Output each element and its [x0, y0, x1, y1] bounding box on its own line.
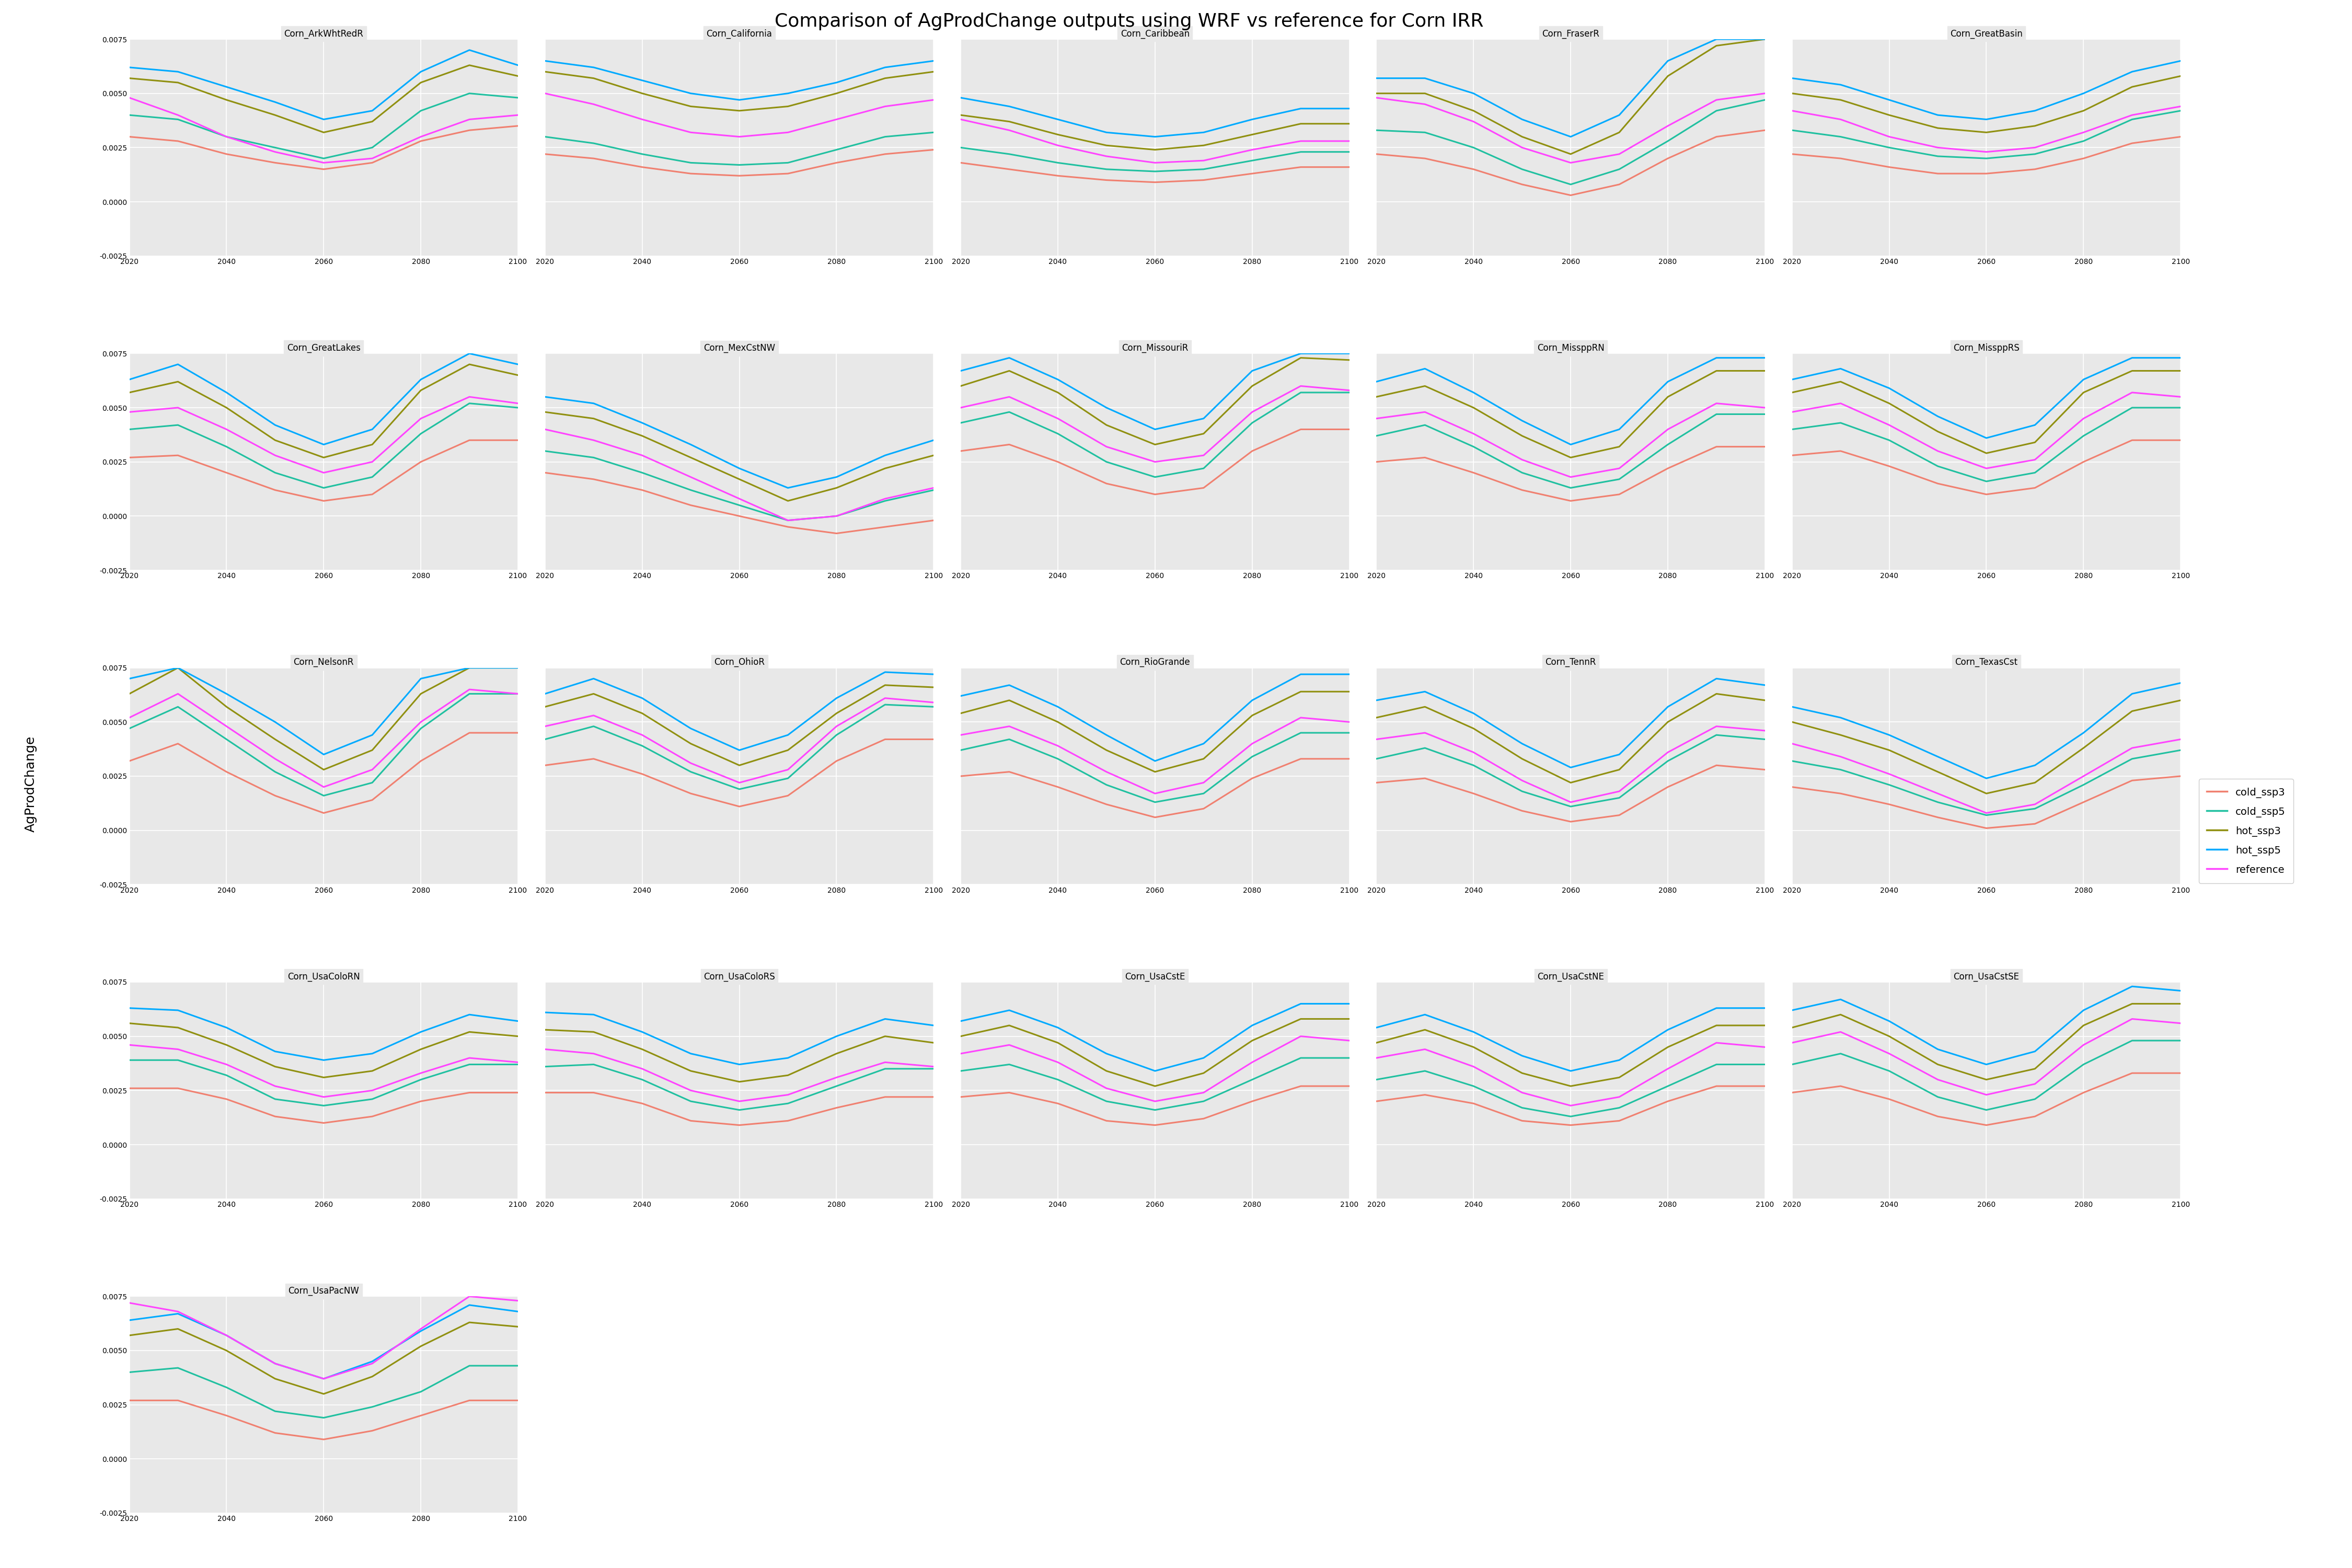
Title: Corn_UsaCstE: Corn_UsaCstE — [1124, 972, 1185, 982]
Title: Corn_MexCstNW: Corn_MexCstNW — [703, 343, 776, 353]
Title: Corn_GreatBasin: Corn_GreatBasin — [1950, 28, 2023, 39]
Title: Corn_RioGrande: Corn_RioGrande — [1120, 657, 1190, 666]
Title: Corn_UsaPacNW: Corn_UsaPacNW — [289, 1286, 360, 1295]
Text: Comparison of AgProdChange outputs using WRF vs reference for Corn IRR: Comparison of AgProdChange outputs using… — [774, 13, 1484, 30]
Title: Corn_ArkWhtRedR: Corn_ArkWhtRedR — [285, 28, 362, 39]
Title: Corn_UsaCstNE: Corn_UsaCstNE — [1538, 972, 1604, 982]
Title: Corn_OhioR: Corn_OhioR — [715, 657, 764, 666]
Title: Corn_MissouriR: Corn_MissouriR — [1122, 343, 1188, 353]
Title: Corn_GreatLakes: Corn_GreatLakes — [287, 343, 360, 353]
Title: Corn_NelsonR: Corn_NelsonR — [294, 657, 353, 666]
Title: Corn_California: Corn_California — [706, 28, 771, 39]
Title: Corn_UsaColoRN: Corn_UsaColoRN — [287, 972, 360, 982]
Title: Corn_UsaColoRS: Corn_UsaColoRS — [703, 972, 776, 982]
Text: AgProdChange: AgProdChange — [24, 735, 38, 833]
Title: Corn_FraserR: Corn_FraserR — [1543, 30, 1599, 39]
Title: Corn_MissppRN: Corn_MissppRN — [1536, 343, 1604, 353]
Title: Corn_Caribbean: Corn_Caribbean — [1120, 28, 1190, 39]
Title: Corn_MissppRS: Corn_MissppRS — [1952, 343, 2020, 353]
Legend: cold_ssp3, cold_ssp5, hot_ssp3, hot_ssp5, reference: cold_ssp3, cold_ssp5, hot_ssp3, hot_ssp5… — [2199, 779, 2293, 883]
Title: Corn_UsaCstSE: Corn_UsaCstSE — [1955, 972, 2020, 982]
Title: Corn_TennR: Corn_TennR — [1545, 657, 1597, 666]
Title: Corn_TexasCst: Corn_TexasCst — [1955, 657, 2018, 666]
